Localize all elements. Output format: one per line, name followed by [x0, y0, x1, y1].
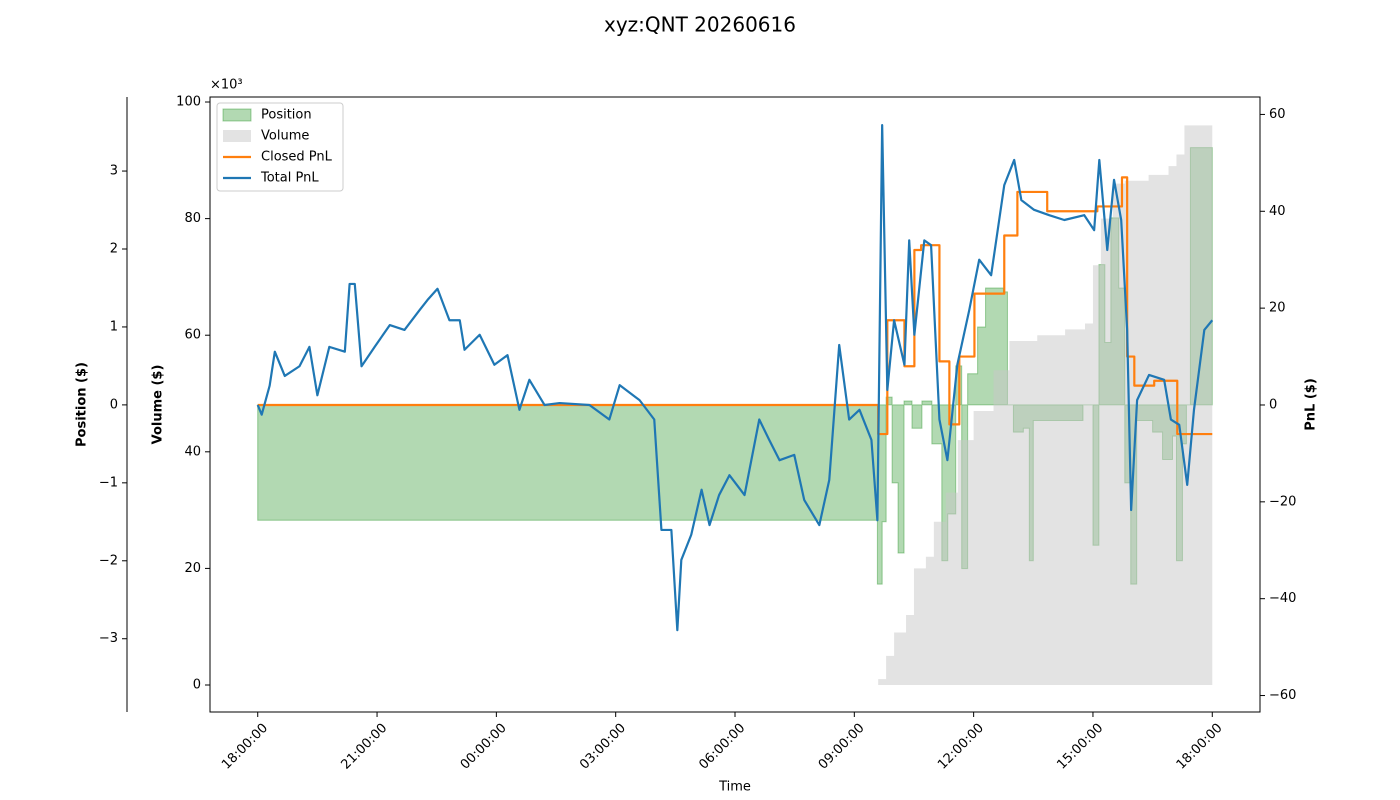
x-tick-label: 18:00:00 — [219, 721, 271, 773]
position-tick-label: 2 — [110, 241, 118, 256]
x-tick-label: 06:00:00 — [696, 721, 748, 773]
pnl-tick-label: −40 — [1269, 591, 1296, 606]
pnl-tick-label: 0 — [1269, 397, 1277, 412]
pnl-tick-label: 20 — [1269, 301, 1286, 316]
x-tick-label: 18:00:00 — [1174, 721, 1226, 773]
volume-offset: ×10³ — [210, 78, 243, 93]
position-tick-label: −3 — [99, 631, 118, 646]
x-axis-label: Time — [718, 780, 751, 795]
position-tick-label: −2 — [99, 553, 118, 568]
position-tick-label: 3 — [110, 164, 118, 179]
legend-box — [216, 102, 344, 192]
volume-tick-label: 0 — [193, 678, 201, 693]
volume-tick-label: 20 — [184, 561, 201, 576]
pnl-tick-label: 60 — [1269, 107, 1286, 122]
legend-label: Volume — [261, 129, 309, 144]
legend-label: Total PnL — [260, 171, 319, 186]
x-tick-label: 03:00:00 — [577, 721, 629, 773]
pnl-tick-label: −20 — [1269, 494, 1296, 509]
pnl-axis-label: PnL ($) — [1304, 378, 1319, 431]
pnl-tick-label: 40 — [1269, 204, 1286, 219]
volume-tick-label: 60 — [184, 328, 201, 343]
legend: Position Volume Closed PnL Total PnL — [216, 102, 344, 192]
position-axis-label: Position ($) — [75, 362, 90, 447]
volume-tick-label: 40 — [184, 444, 201, 459]
x-tick-label: 21:00:00 — [338, 721, 390, 773]
volume-tick-label: 100 — [176, 95, 201, 110]
legend-label: Position — [261, 108, 312, 123]
position-tick-label: 0 — [110, 397, 118, 412]
chart-title: xyz:QNT 20260616 — [604, 13, 796, 37]
legend-swatch — [223, 130, 251, 142]
x-tick-label: 09:00:00 — [816, 721, 868, 773]
area-volume — [257, 125, 1213, 686]
position-tick-label: 1 — [110, 319, 118, 334]
legend-swatch — [222, 108, 252, 122]
volume-axis-label: Volume ($) — [151, 365, 166, 445]
line-line — [256, 123, 1214, 632]
line-line-step — [257, 176, 1213, 436]
x-tick-label: 15:00:00 — [1054, 721, 1106, 773]
pnl-tick-label: −60 — [1269, 688, 1296, 703]
x-tick-label: 12:00:00 — [935, 721, 987, 773]
legend-label: Closed PnL — [261, 150, 333, 165]
volume-tick-label: 80 — [184, 211, 201, 226]
x-tick-label: 00:00:00 — [458, 721, 510, 773]
position-tick-label: −1 — [99, 475, 118, 490]
